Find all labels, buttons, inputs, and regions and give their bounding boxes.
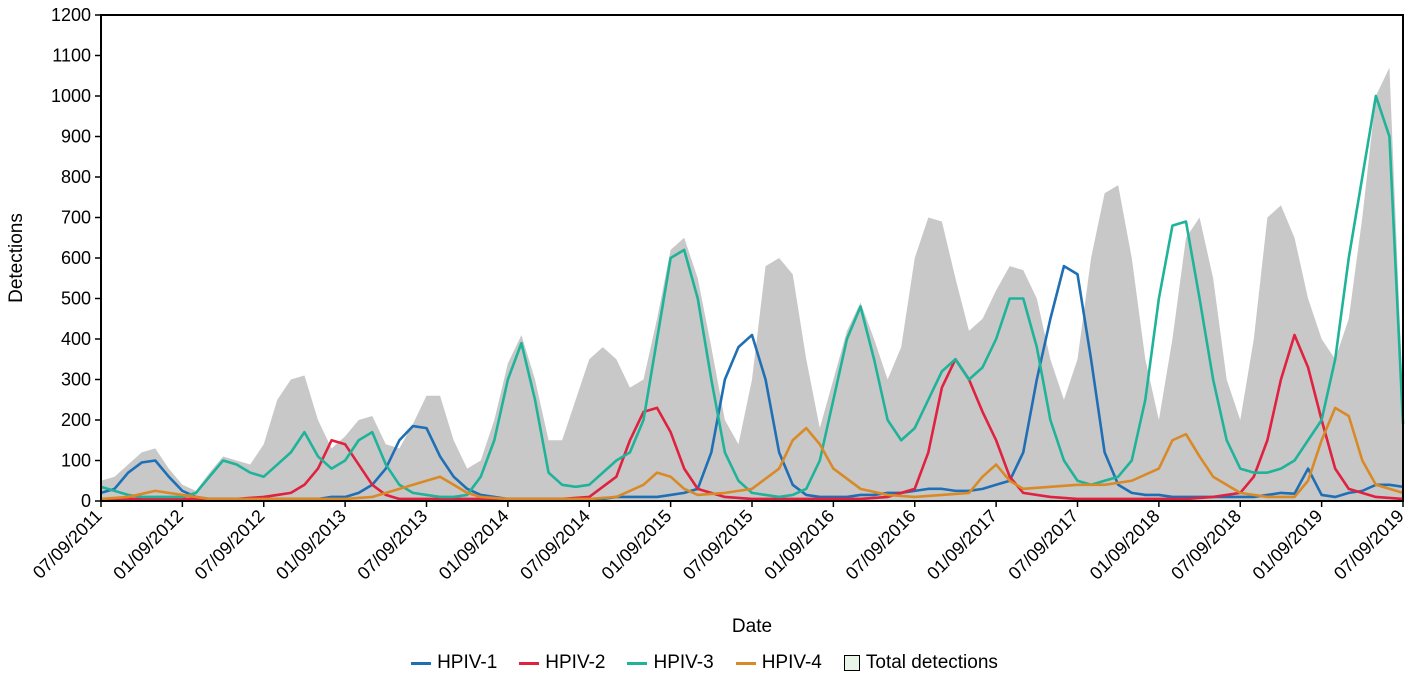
x-tick-label: 01/09/2016 — [760, 506, 838, 584]
x-tick-label: 07/09/2015 — [679, 506, 757, 584]
x-tick-label: 07/09/2018 — [1167, 506, 1245, 584]
series-line-hpiv-3 — [100, 94, 1405, 499]
y-tick-label: 300 — [61, 370, 91, 390]
y-tick-label: 400 — [61, 329, 91, 349]
legend-item-hpiv-2: HPIV-2 — [519, 652, 605, 674]
x-tick-label: 01/09/2019 — [1249, 506, 1327, 584]
x-tick-label: 01/09/2012 — [109, 506, 187, 584]
x-tick-label: 07/09/2013 — [353, 506, 431, 584]
legend-label-total-detections: Total detections — [865, 652, 998, 673]
series-lines-layer — [100, 94, 1405, 501]
legend-item-total-detections: Total detections — [843, 652, 998, 674]
x-tick-label: 01/09/2018 — [1086, 506, 1164, 584]
total-detections-area-layer — [101, 67, 1403, 502]
y-tick-label: 200 — [61, 410, 91, 430]
legend-swatch-total-detections — [843, 655, 860, 671]
x-tick-label: 01/09/2017 — [923, 506, 1001, 584]
y-tick-label: 600 — [61, 248, 91, 268]
y-tick-label: 1100 — [52, 46, 91, 66]
series-line-hpiv-2 — [101, 333, 1404, 501]
x-tick-label: 01/09/2014 — [435, 506, 513, 584]
legend-label-hpiv-2: HPIV-2 — [545, 652, 606, 673]
legend-item-hpiv-1: HPIV-1 — [411, 652, 497, 674]
legend-swatch-hpiv-1 — [411, 661, 432, 665]
x-tick-label: 07/09/2016 — [842, 506, 920, 584]
legend-item-hpiv-3: HPIV-3 — [627, 652, 714, 674]
series-area-total-detections — [101, 67, 1403, 502]
x-tick-label: 07/09/2014 — [516, 506, 594, 584]
x-tick-label: 07/09/2019 — [1330, 506, 1408, 584]
y-tick-label: 1200 — [51, 5, 91, 25]
legend-swatch-hpiv-2 — [519, 661, 540, 665]
legend-item-hpiv-4: HPIV-4 — [735, 652, 822, 674]
x-tick-label: 01/09/2015 — [598, 506, 676, 584]
x-tick-label: 01/09/2013 — [272, 506, 350, 584]
x-tick-label: 07/09/2011 — [29, 506, 106, 583]
legend: HPIV-1 HPIV-2 HPIV-3 HPIV-4 Total detect… — [0, 652, 1409, 674]
y-axis-title: Detections — [6, 213, 27, 303]
y-tick-label: 900 — [61, 127, 91, 147]
x-tick-label: 07/09/2012 — [191, 506, 269, 584]
legend-label-hpiv-3: HPIV-3 — [653, 652, 714, 673]
y-tick-label: 800 — [61, 167, 91, 187]
legend-label-hpiv-4: HPIV-4 — [761, 652, 822, 673]
series-line-hpiv-4 — [100, 406, 1404, 501]
y-tick-label: 1000 — [51, 86, 91, 106]
y-tick-label: 500 — [61, 289, 91, 309]
y-tick-label: 0 — [81, 491, 91, 511]
x-axis-title: Date — [732, 616, 772, 637]
x-tick-label: 07/09/2017 — [1004, 506, 1082, 584]
x-axis: 07/09/2011 01/09/2012 07/09/2012 01/09/2013… — [29, 501, 1408, 584]
y-tick-label: 700 — [61, 208, 91, 228]
legend-swatch-hpiv-3 — [627, 661, 648, 665]
legend-label-hpiv-1: HPIV-1 — [437, 652, 498, 673]
legend-swatch-hpiv-4 — [735, 661, 756, 665]
y-tick-label: 100 — [61, 451, 91, 471]
y-axis: 0 100 200 300 400 500 600 700 800 900 1000 1100 1200 — [51, 5, 101, 511]
